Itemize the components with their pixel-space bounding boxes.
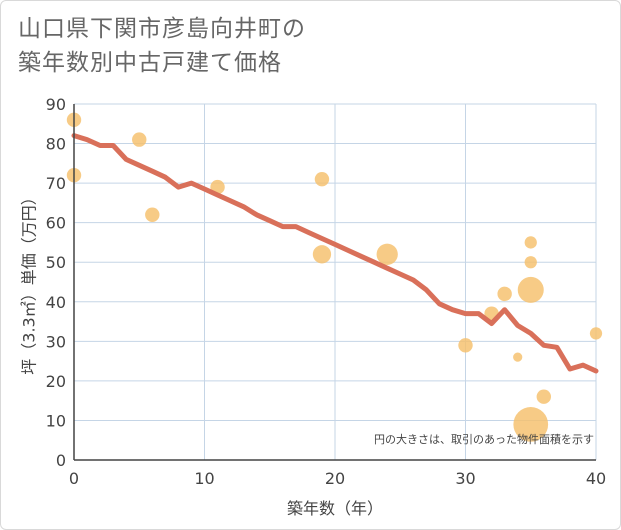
y-tick-label: 20 bbox=[46, 372, 66, 391]
x-tick-label: 30 bbox=[455, 469, 475, 488]
x-tick-label: 40 bbox=[586, 469, 606, 488]
trend-line bbox=[71, 133, 599, 374]
trend-line-group bbox=[71, 133, 599, 374]
y-tick-label: 30 bbox=[46, 332, 66, 351]
y-tick-label: 60 bbox=[46, 214, 66, 233]
data-point bbox=[312, 245, 332, 264]
data-point bbox=[145, 207, 160, 222]
y-tick-label: 50 bbox=[46, 253, 66, 272]
data-point bbox=[458, 338, 473, 353]
chart-title: 山口県下関市彦島向井町の 築年数別中古戸建て価格 bbox=[18, 12, 578, 80]
bubble-series bbox=[66, 112, 603, 442]
chart-title-line-2: 築年数別中古戸建て価格 bbox=[18, 50, 282, 76]
bubble-size-note: 円の大きさは、取引のあった物件面積を示す bbox=[374, 432, 594, 446]
y-tick-label: 70 bbox=[46, 174, 66, 193]
y-tick-label: 40 bbox=[46, 293, 66, 312]
data-point bbox=[517, 276, 544, 303]
y-axis-label: 坪（3.3㎡）単価（万円） bbox=[20, 189, 39, 374]
data-point bbox=[524, 256, 537, 269]
x-tick-label: 10 bbox=[194, 469, 214, 488]
data-point bbox=[497, 286, 512, 302]
y-tick-label: 90 bbox=[46, 95, 66, 114]
axes bbox=[73, 104, 596, 461]
data-point bbox=[513, 352, 523, 362]
data-point bbox=[132, 132, 147, 147]
data-point bbox=[314, 171, 330, 187]
chart-title-line-1: 山口県下関市彦島向井町の bbox=[18, 16, 306, 42]
data-point bbox=[589, 327, 603, 340]
x-tick-label: 20 bbox=[325, 469, 345, 488]
data-point bbox=[536, 389, 551, 404]
data-point bbox=[376, 243, 398, 265]
data-point bbox=[524, 236, 537, 249]
y-tick-label: 10 bbox=[46, 411, 66, 430]
x-tick-label: 0 bbox=[69, 469, 79, 488]
tick-labels: 0 10 20 30 40 50 60 70 80 90 0 10 20 30 40 bbox=[46, 95, 607, 488]
data-point bbox=[513, 407, 549, 442]
y-tick-label: 80 bbox=[46, 135, 66, 154]
y-tick-label: 0 bbox=[56, 451, 66, 470]
grid-lines bbox=[73, 103, 597, 461]
x-axis-label: 築年数（年） bbox=[287, 499, 383, 518]
